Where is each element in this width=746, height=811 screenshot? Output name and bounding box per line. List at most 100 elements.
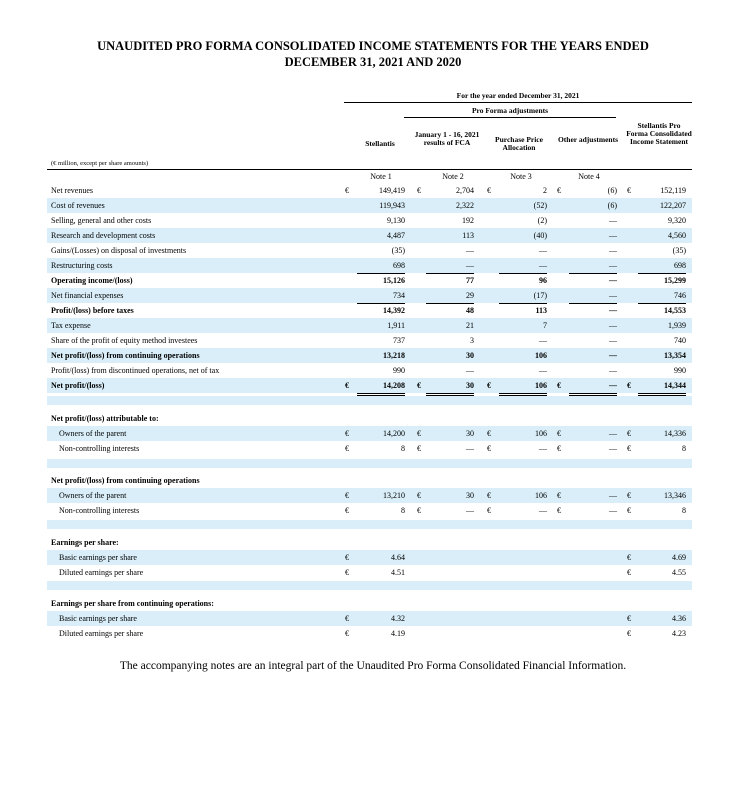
table-row: Diluted earnings per share 4.19 4.23 € € <box>47 626 692 641</box>
table-row: Cost of revenues 119,943 2,322 (52) (6) 122,2… <box>47 198 692 213</box>
row-label: Restructuring costs <box>51 261 113 270</box>
value-cell: (52) <box>533 201 547 210</box>
statement-title-line-2: DECEMBER 31, 2021 AND 2020 <box>284 55 462 69</box>
value-cell: (40) <box>533 231 547 240</box>
section-heading: Net profit/(loss) attributable to: <box>47 411 692 426</box>
value-cell: 14,344 <box>638 378 686 396</box>
currency-symbol: € <box>557 186 561 195</box>
value-cell: 14,200 <box>383 429 405 438</box>
row-label: Owners of the parent <box>59 491 127 500</box>
row-label: Operating income/(loss) <box>51 276 133 285</box>
value-cell: (2) <box>537 216 547 225</box>
value-cell: 1,911 <box>387 321 405 330</box>
currency-symbol: € <box>627 506 631 515</box>
section-divider <box>47 581 692 590</box>
value-cell: — <box>499 258 547 274</box>
value-cell: 4.36 <box>672 614 686 623</box>
value-cell: — <box>609 351 617 360</box>
value-cell: 13,354 <box>664 351 686 360</box>
value-cell: 8 <box>682 506 686 515</box>
units-note: (€ million, except per share amounts) <box>51 160 149 167</box>
table-row: Operating income/(loss) 15,126 77 96 — 15,299 <box>47 273 692 288</box>
currency-symbol: € <box>417 186 421 195</box>
col-header-fca: January 1 - 16, 2021 results of FCA <box>414 130 480 147</box>
value-cell: 30 <box>466 429 474 438</box>
currency-symbol: € <box>627 491 631 500</box>
value-cell: — <box>609 506 617 515</box>
currency-symbol: € <box>627 381 631 390</box>
currency-symbol: € <box>345 186 349 195</box>
value-cell: — <box>569 363 617 379</box>
value-cell: 4.51 <box>391 568 405 577</box>
value-cell: 8 <box>401 506 405 515</box>
value-cell: 4.64 <box>391 553 405 562</box>
value-cell: (17) <box>499 288 547 304</box>
value-cell: 106 <box>535 429 547 438</box>
value-cell: 13,210 <box>383 491 405 500</box>
row-label: Earnings per share from continuing opera… <box>51 599 214 608</box>
table-row: Net financial expenses 734 29 (17) — 746 <box>47 288 692 304</box>
value-cell: (6) <box>607 201 617 210</box>
row-label: Research and development costs <box>51 231 156 240</box>
currency-symbol: € <box>487 506 491 515</box>
adjustments-header: Pro Forma adjustments <box>471 106 549 115</box>
row-label: Net financial expenses <box>51 291 124 300</box>
col-header-ppa: Purchase Price Allocation <box>495 135 543 152</box>
value-cell: — <box>499 363 547 379</box>
value-cell: 96 <box>539 276 547 285</box>
table-row: Net revenues 149,419 2,704 2 (6) 152,119 € € € € € <box>47 183 692 198</box>
table-row: Gains/(Losses) on disposal of investment… <box>47 243 692 258</box>
value-cell: — <box>609 429 617 438</box>
table-row: Net profit/(loss) from continuing operat… <box>47 348 692 363</box>
value-cell: 734 <box>357 288 405 304</box>
value-cell: 13,218 <box>383 351 405 360</box>
table-row: Tax expense 1,911 21 7 — 1,939 <box>47 318 692 333</box>
value-cell: 4.69 <box>672 553 686 562</box>
section-heading: Earnings per share: <box>47 535 692 550</box>
header-rule <box>47 169 692 170</box>
currency-symbol: € <box>345 553 349 562</box>
value-cell: 14,392 <box>383 306 405 315</box>
value-cell: 990 <box>638 363 686 379</box>
value-cell: — <box>609 246 617 255</box>
period-header: For the year ended December 31, 2021 <box>456 91 580 100</box>
value-cell: 990 <box>357 363 405 379</box>
value-cell: 2,704 <box>456 186 474 195</box>
row-label: Basic earnings per share <box>59 614 137 623</box>
table-row: Profit/(loss) before taxes 14,392 48 113 — 14… <box>47 303 692 318</box>
value-cell: 4,487 <box>387 231 405 240</box>
value-cell: 30 <box>466 491 474 500</box>
value-cell: 4.32 <box>391 614 405 623</box>
row-label: Diluted earnings per share <box>59 568 144 577</box>
value-cell: — <box>539 444 547 453</box>
section-divider <box>47 520 692 529</box>
value-cell: 119,943 <box>379 201 405 210</box>
value-cell: — <box>609 231 617 240</box>
note-label: Note 1 <box>370 172 392 181</box>
value-cell: 15,126 <box>383 276 405 285</box>
row-label: Diluted earnings per share <box>59 629 144 638</box>
currency-symbol: € <box>417 429 421 438</box>
value-cell: 4.55 <box>672 568 686 577</box>
value-cell: — <box>539 506 547 515</box>
value-cell: 9,320 <box>668 216 686 225</box>
value-cell: 746 <box>638 288 686 304</box>
currency-symbol: € <box>345 614 349 623</box>
row-label: Cost of revenues <box>51 201 105 210</box>
table-row: Non-controlling interests 8 — — — 8 € € € € € <box>47 503 692 518</box>
table-row: Owners of the parent 13,210 30 106 — 13,346 € €… <box>47 488 692 503</box>
currency-symbol: € <box>417 491 421 500</box>
currency-symbol: € <box>627 429 631 438</box>
currency-symbol: € <box>627 186 631 195</box>
table-row: Diluted earnings per share 4.51 4.55 € € <box>47 565 692 580</box>
value-cell: — <box>426 363 474 379</box>
currency-symbol: € <box>487 381 491 390</box>
value-cell: 737 <box>357 333 405 349</box>
row-label: Net profit/(loss) from continuing operat… <box>51 476 200 485</box>
value-cell: — <box>609 306 617 315</box>
value-cell: 8 <box>401 444 405 453</box>
value-cell: 21 <box>466 321 474 330</box>
section-divider <box>47 459 692 468</box>
currency-symbol: € <box>345 444 349 453</box>
row-label: Net profit/(loss) attributable to: <box>51 414 159 423</box>
